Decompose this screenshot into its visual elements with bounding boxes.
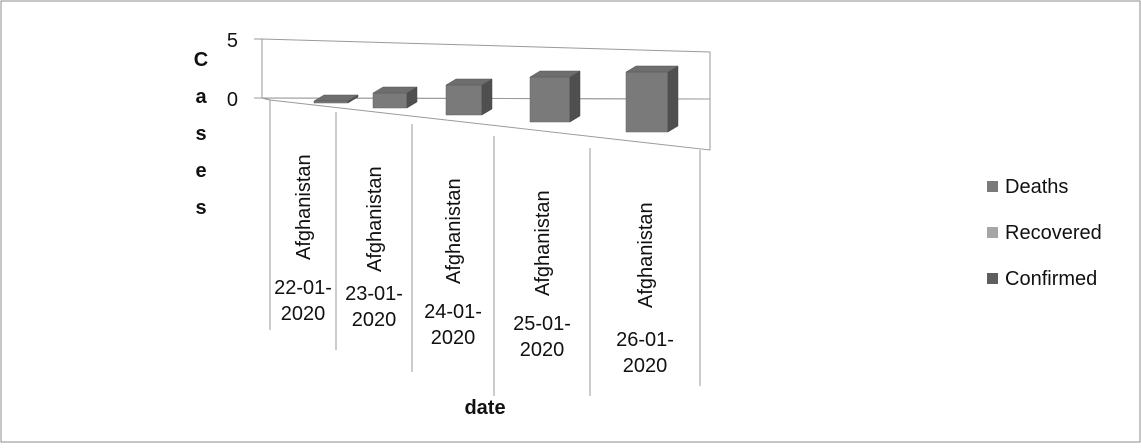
floor-edge [261, 97, 271, 101]
bar-front [372, 92, 408, 109]
y-axis-title-letter: a [195, 86, 207, 108]
bar-top [625, 65, 679, 73]
category-label: Afghanistan [532, 190, 554, 296]
date-label: 2020 [281, 303, 326, 325]
date-label: 24-01- [424, 301, 482, 323]
category-label: Afghanistan [293, 154, 315, 260]
bar-top [529, 70, 581, 78]
bar-top [445, 78, 493, 86]
legend-swatch [987, 273, 998, 284]
bar-side [569, 70, 581, 123]
x-axis-title: date [464, 397, 505, 419]
date-label: 25-01- [513, 313, 571, 335]
y-axis: 5 0 [227, 30, 262, 111]
category-label: Afghanistan [635, 202, 657, 308]
bars [313, 65, 679, 133]
legend: Deaths Recovered Confirmed [987, 176, 1102, 290]
legend-label: Recovered [1005, 222, 1102, 244]
category-label: Afghanistan [443, 178, 465, 284]
y-tick-label: 0 [227, 89, 238, 111]
y-axis-title-letter: s [195, 123, 206, 145]
date-label: 2020 [431, 327, 476, 349]
date-label: 26-01- [616, 329, 674, 351]
legend-swatch [987, 181, 998, 192]
bar-side [481, 78, 493, 116]
y-tick-label: 5 [227, 30, 238, 52]
category-label: Afghanistan [364, 166, 386, 272]
date-label: 23-01- [345, 283, 403, 305]
date-label: 22-01- [274, 277, 332, 299]
bar-front [313, 100, 349, 104]
y-axis-title-letter: e [195, 160, 206, 182]
bar-top [313, 94, 359, 102]
category-table: Afghanistan 22-01- 2020 Afghanistan 23-01- 20… [269, 100, 701, 396]
date-label: 2020 [352, 309, 397, 331]
bar-front [445, 84, 483, 116]
legend-swatch [987, 227, 998, 238]
legend-label: Deaths [1005, 176, 1068, 198]
y-axis-title-letter: s [195, 197, 206, 219]
bar-top [372, 86, 418, 94]
date-label: 2020 [520, 339, 565, 361]
y-axis-title-letter: C [194, 49, 208, 71]
bar-front [529, 76, 571, 123]
bar-side [667, 65, 679, 133]
bar-front [625, 71, 669, 133]
date-label: 2020 [623, 355, 668, 377]
legend-label: Confirmed [1005, 268, 1097, 290]
